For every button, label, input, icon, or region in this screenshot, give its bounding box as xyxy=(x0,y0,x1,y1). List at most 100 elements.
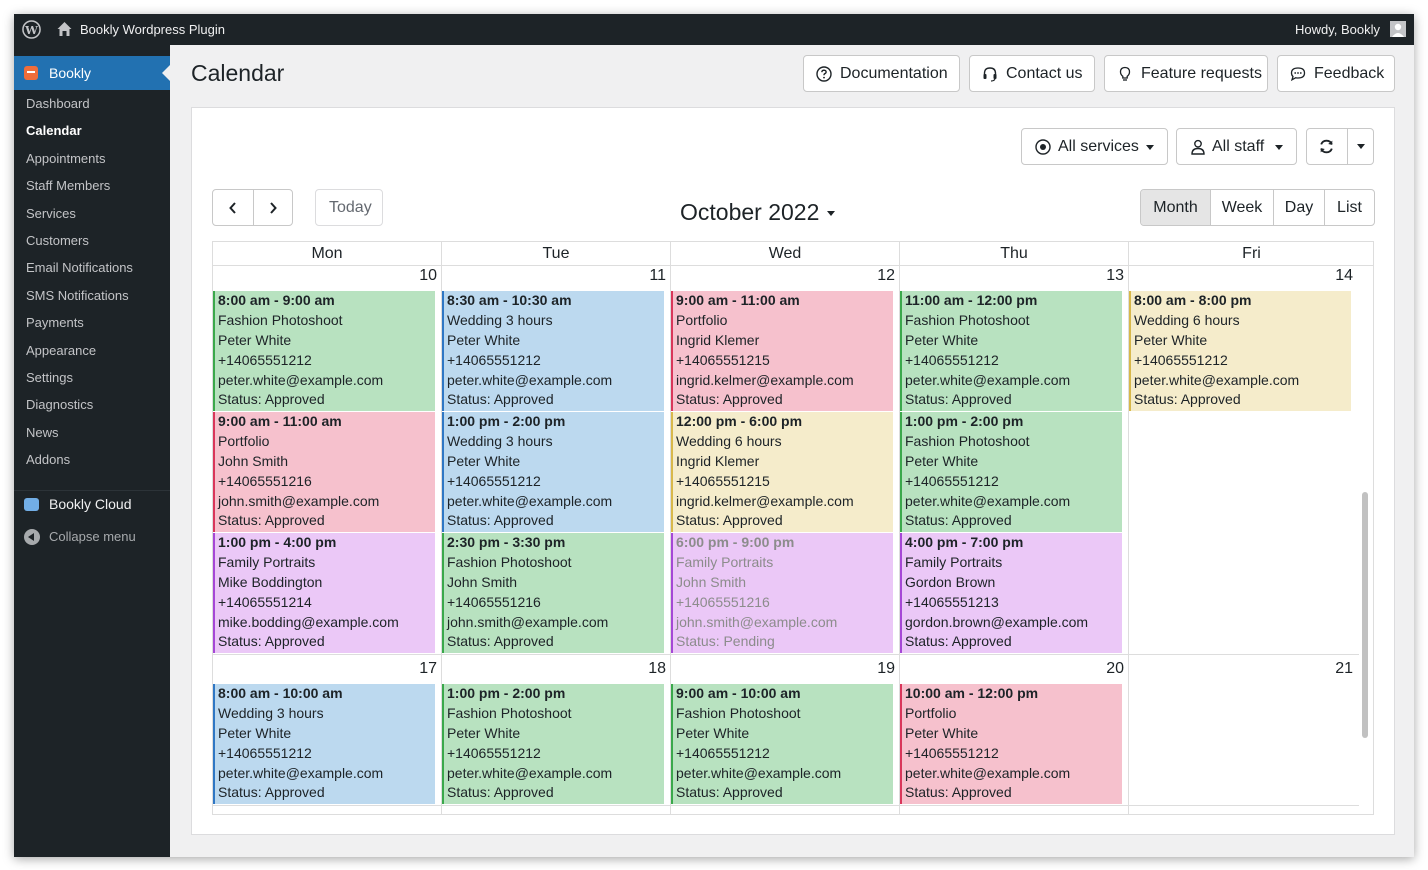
event-service: Fashion Photoshoot xyxy=(447,704,572,721)
prev-month-button[interactable] xyxy=(213,190,253,225)
event-service: Family Portraits xyxy=(218,553,316,570)
day-number[interactable]: 10 xyxy=(419,267,437,284)
appointment-event[interactable]: 8:00 am - 10:00 am Wedding 3 hours Peter W… xyxy=(213,684,435,804)
chevron-down-icon xyxy=(1275,145,1283,150)
event-status: Status: Approved xyxy=(218,512,325,529)
month-title: October 2022 xyxy=(680,199,820,225)
refresh-button[interactable] xyxy=(1307,129,1347,164)
day-number[interactable]: 19 xyxy=(877,660,895,677)
staff-filter-dropdown[interactable]: All staff xyxy=(1176,128,1297,165)
appointment-event[interactable]: 2:30 pm - 3:30 pm Fashion Photoshoot John … xyxy=(442,533,664,653)
day-number[interactable]: 13 xyxy=(1106,267,1124,284)
home-icon[interactable] xyxy=(56,21,73,37)
sidebar-item-staff-members[interactable]: Staff Members xyxy=(26,178,111,194)
appointment-event[interactable]: 1:00 pm - 2:00 pm Fashion Photoshoot Peter… xyxy=(900,412,1122,532)
event-email: mike.bodding@example.com xyxy=(218,613,399,630)
appointment-event[interactable]: 6:00 pm - 9:00 pm Family Portraits John Sm… xyxy=(671,533,893,653)
event-time: 8:00 am - 9:00 am xyxy=(218,292,335,308)
event-service: Portfolio xyxy=(218,432,270,449)
sidebar-item-addons[interactable]: Addons xyxy=(26,452,71,468)
event-customer: John Smith xyxy=(218,452,289,469)
bookly-icon xyxy=(24,66,38,80)
event-phone: +14065551216 xyxy=(447,593,541,610)
appointment-event[interactable]: 8:00 am - 8:00 pm Wedding 6 hours Peter Wh… xyxy=(1129,291,1351,411)
current-menu-arrow xyxy=(162,65,170,81)
sidebar-item-calendar[interactable]: Calendar xyxy=(26,123,82,139)
day-number[interactable]: 12 xyxy=(877,267,895,284)
documentation-button[interactable]: Documentation xyxy=(803,55,960,92)
sidebar-item-appointments[interactable]: Appointments xyxy=(26,150,106,166)
event-phone: +14065551212 xyxy=(905,351,999,368)
day-number[interactable]: 14 xyxy=(1335,267,1353,284)
feature-requests-button[interactable]: Feature requests xyxy=(1104,55,1268,92)
day-number[interactable]: 11 xyxy=(649,267,666,284)
month-title-dropdown[interactable]: October 2022 xyxy=(680,199,836,226)
appointment-event[interactable]: 8:00 am - 9:00 am Fashion Photoshoot Peter… xyxy=(213,291,435,411)
view-month-button[interactable]: Month xyxy=(1141,190,1210,225)
browser-window: W Bookly Wordpress Plugin Howdy, Bookly … xyxy=(14,14,1414,857)
event-customer: Peter White xyxy=(447,331,521,348)
view-week-button[interactable]: Week xyxy=(1210,190,1273,225)
feature-requests-label: Feature requests xyxy=(1141,64,1262,82)
sidebar-item-bookly[interactable]: Bookly xyxy=(14,56,170,90)
site-name-link[interactable]: Bookly Wordpress Plugin xyxy=(80,22,225,37)
appointment-event[interactable]: 4:00 pm - 7:00 pm Family Portraits Gordon … xyxy=(900,533,1122,653)
contact-us-button[interactable]: Contact us xyxy=(969,55,1095,92)
documentation-label: Documentation xyxy=(840,64,948,82)
sidebar-item-news[interactable]: News xyxy=(26,424,59,440)
sidebar-item-settings[interactable]: Settings xyxy=(26,370,73,385)
appointment-event[interactable]: 1:00 pm - 2:00 pm Fashion Photoshoot Peter… xyxy=(442,684,664,804)
grid-line xyxy=(1128,266,1129,814)
next-month-button[interactable] xyxy=(254,190,292,225)
day-number[interactable]: 21 xyxy=(1335,660,1353,677)
event-status: Status: Approved xyxy=(676,391,783,408)
refresh-options-button[interactable] xyxy=(1348,129,1373,164)
view-list-button[interactable]: List xyxy=(1324,190,1374,225)
event-phone: +14065551212 xyxy=(218,744,312,761)
day-number[interactable]: 20 xyxy=(1106,660,1124,677)
sidebar-item-payments[interactable]: Payments xyxy=(26,315,84,331)
today-button[interactable]: Today xyxy=(315,189,383,226)
calendar-scrollbar[interactable] xyxy=(1362,492,1368,738)
event-email: john.smith@example.com xyxy=(676,613,838,630)
view-day-button[interactable]: Day xyxy=(1273,190,1324,225)
event-time: 9:00 am - 11:00 am xyxy=(218,413,342,429)
event-phone: +14065551212 xyxy=(447,472,541,489)
appointment-event[interactable]: 12:00 pm - 6:00 pm Wedding 6 hours Ingrid … xyxy=(671,412,893,532)
grid-line xyxy=(670,266,671,814)
wordpress-logo-icon[interactable]: W xyxy=(22,20,41,39)
event-customer: Peter White xyxy=(1134,331,1208,348)
event-status: Status: Approved xyxy=(218,784,325,801)
appointment-event[interactable]: 8:30 am - 10:30 am Wedding 3 hours Peter W… xyxy=(442,291,664,411)
avatar[interactable] xyxy=(1390,21,1406,37)
grid-line xyxy=(441,266,442,814)
event-phone: +14065551212 xyxy=(447,351,541,368)
appointment-event[interactable]: 11:00 am - 12:00 pm Fashion Photoshoot Pet… xyxy=(900,291,1122,411)
sidebar-item-diagnostics[interactable]: Diagnostics xyxy=(26,397,94,413)
weekday-header: Fri xyxy=(1129,242,1373,266)
day-number[interactable]: 18 xyxy=(648,660,666,677)
event-phone: +14065551215 xyxy=(676,351,770,368)
appointment-event[interactable]: 10:00 am - 12:00 pm Portfolio Peter White +… xyxy=(900,684,1122,804)
chat-icon xyxy=(1290,67,1306,82)
sidebar-item-dashboard[interactable]: Dashboard xyxy=(26,96,90,111)
event-email: gordon.brown@example.com xyxy=(905,613,1089,630)
grid-line xyxy=(213,805,1359,806)
sidebar-item-customers[interactable]: Customers xyxy=(26,233,89,248)
sidebar-item-email-notifications[interactable]: Email Notifications xyxy=(26,260,133,276)
appointment-event[interactable]: 1:00 pm - 2:00 pm Wedding 3 hours Peter Wh… xyxy=(442,412,664,532)
day-number[interactable]: 17 xyxy=(419,660,437,677)
event-phone: +14065551216 xyxy=(676,593,770,610)
appointment-event[interactable]: 9:00 am - 11:00 am Portfolio John Smith +14… xyxy=(213,412,435,532)
appointment-event[interactable]: 1:00 pm - 4:00 pm Family Portraits Mike Bo… xyxy=(213,533,435,653)
sidebar-item-services[interactable]: Services xyxy=(26,205,76,221)
appointment-event[interactable]: 9:00 am - 10:00 am Fashion Photoshoot Pete… xyxy=(671,684,893,804)
sidebar-item-sms-notifications[interactable]: SMS Notifications xyxy=(26,287,129,303)
howdy-user-link[interactable]: Howdy, Bookly xyxy=(1294,22,1380,37)
event-time: 1:00 pm - 2:00 pm xyxy=(447,413,566,429)
chevron-down-icon xyxy=(827,211,836,217)
feedback-button[interactable]: Feedback xyxy=(1277,55,1395,92)
appointment-event[interactable]: 9:00 am - 11:00 am Portfolio Ingrid Klemer… xyxy=(671,291,893,411)
services-filter-dropdown[interactable]: All services xyxy=(1021,128,1168,165)
sidebar-item-appearance[interactable]: Appearance xyxy=(26,342,97,358)
